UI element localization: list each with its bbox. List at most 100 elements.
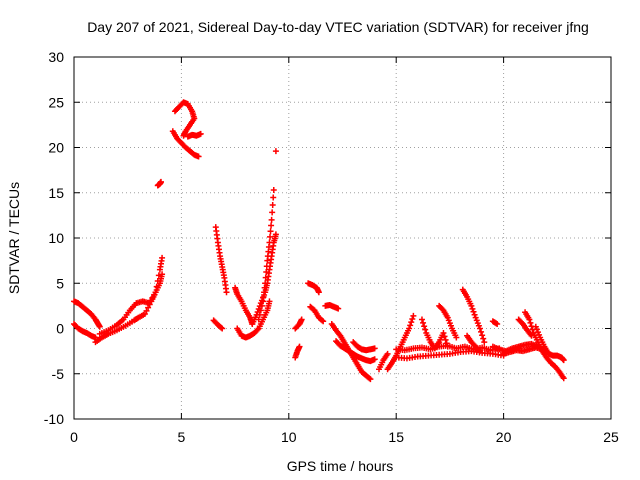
data-point xyxy=(255,316,262,323)
data-point xyxy=(366,375,373,382)
data-point xyxy=(471,311,478,318)
chart-title: Day 207 of 2021, Sidereal Day-to-day VTE… xyxy=(87,19,589,35)
data-point xyxy=(153,283,160,290)
data-point xyxy=(479,332,486,339)
data-point xyxy=(263,268,270,275)
data-point xyxy=(143,307,150,314)
y-tick-label: 20 xyxy=(48,140,64,156)
data-point xyxy=(527,319,534,326)
data-point xyxy=(266,239,273,246)
data-point xyxy=(155,272,162,279)
data-point xyxy=(406,325,413,332)
data-point xyxy=(262,280,269,287)
data-point xyxy=(335,305,342,312)
data-point xyxy=(367,376,374,383)
data-point xyxy=(218,324,225,331)
data-point xyxy=(96,323,103,330)
data-point xyxy=(257,307,264,314)
data-point xyxy=(296,343,303,350)
data-point xyxy=(371,356,378,363)
data-point xyxy=(443,340,450,347)
data-point xyxy=(197,130,204,137)
data-point xyxy=(560,375,567,382)
x-tick-label: 10 xyxy=(281,429,297,445)
data-point xyxy=(159,271,166,278)
data-point xyxy=(421,323,428,330)
data-point xyxy=(418,316,425,323)
grid xyxy=(74,57,611,419)
data-point xyxy=(258,302,265,309)
data-point xyxy=(262,274,269,281)
x-axis: 0 5 10 15 20 25 xyxy=(70,57,619,445)
y-tick-label: -5 xyxy=(52,366,65,382)
data-point xyxy=(267,228,274,235)
data-point xyxy=(269,209,276,216)
data-point xyxy=(476,348,483,355)
x-tick-label: 25 xyxy=(603,429,619,445)
data-point xyxy=(157,178,164,185)
data-point xyxy=(270,194,277,201)
x-tick-label: 20 xyxy=(496,429,512,445)
data-point xyxy=(422,326,429,333)
data-point xyxy=(195,153,202,160)
x-tick-label: 5 xyxy=(178,429,186,445)
data-point xyxy=(470,308,477,315)
data-point xyxy=(420,319,427,326)
data-series-sdtvar xyxy=(71,99,567,383)
data-point xyxy=(453,334,460,341)
data-point xyxy=(270,187,277,194)
data-point xyxy=(223,289,230,296)
data-point xyxy=(272,148,279,155)
data-point xyxy=(269,201,276,208)
data-point xyxy=(481,339,488,346)
data-point xyxy=(494,320,501,327)
y-tick-label: 15 xyxy=(48,185,64,201)
data-point xyxy=(159,254,166,261)
data-point xyxy=(268,216,275,223)
data-point xyxy=(371,345,378,352)
y-axis: -10 -5 0 5 10 15 20 25 30 xyxy=(44,49,611,427)
data-point xyxy=(410,312,417,319)
data-point xyxy=(254,326,261,333)
data-point xyxy=(263,263,270,270)
data-point xyxy=(141,311,148,318)
data-point xyxy=(475,346,482,353)
data-point xyxy=(407,322,414,329)
data-point xyxy=(319,317,326,324)
data-point xyxy=(442,336,449,343)
data-point xyxy=(315,289,322,296)
data-point xyxy=(526,316,533,323)
y-tick-label: 30 xyxy=(48,49,64,65)
data-point xyxy=(180,132,187,139)
x-tick-label: 15 xyxy=(388,429,404,445)
data-point xyxy=(469,305,476,312)
y-tick-label: 0 xyxy=(56,321,64,337)
y-tick-label: 5 xyxy=(56,275,64,291)
data-point xyxy=(560,357,567,364)
data-point xyxy=(266,298,273,305)
data-point xyxy=(268,222,275,229)
x-tick-label: 0 xyxy=(70,429,78,445)
data-point xyxy=(468,302,475,309)
data-point xyxy=(480,335,487,342)
data-point xyxy=(272,231,279,238)
data-point xyxy=(409,315,416,322)
data-point xyxy=(408,319,415,326)
y-tick-label: -10 xyxy=(44,411,64,427)
data-point xyxy=(154,277,161,284)
data-point xyxy=(298,316,305,323)
data-point xyxy=(384,350,391,357)
data-point xyxy=(152,289,159,296)
data-point xyxy=(478,328,485,335)
data-point xyxy=(440,330,447,337)
x-axis-label: GPS time / hours xyxy=(287,458,394,474)
y-axis-label: SDTVAR / TECUs xyxy=(6,182,22,294)
y-tick-label: 25 xyxy=(48,94,64,110)
data-point xyxy=(444,343,451,350)
data-point xyxy=(476,325,483,332)
data-point xyxy=(441,333,448,340)
data-point xyxy=(267,233,274,240)
y-tick-label: 10 xyxy=(48,230,64,246)
data-point xyxy=(256,311,263,318)
